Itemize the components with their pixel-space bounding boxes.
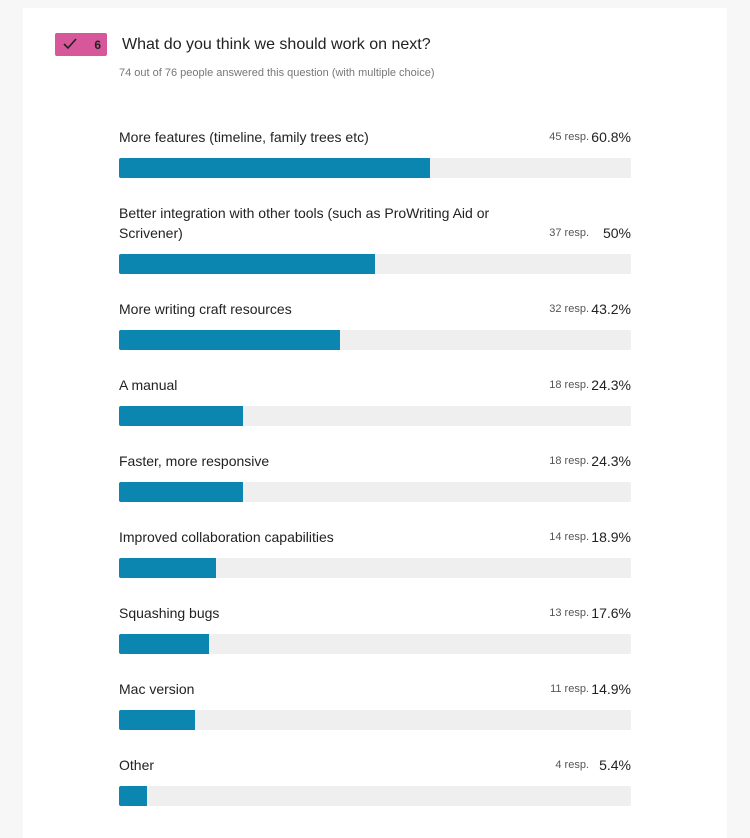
question-title: What do you think we should work on next…	[122, 36, 431, 53]
response-count: 18 resp.	[549, 379, 589, 391]
question-number: 6	[94, 38, 101, 52]
bar	[119, 634, 210, 654]
response-count: 32 resp.	[549, 303, 589, 315]
option-label: Faster, more responsive	[119, 453, 270, 469]
result-head: More writing craft resources 32 resp. 43.2…	[119, 299, 631, 319]
check-icon	[63, 38, 77, 50]
percent-label: 43.2%	[591, 301, 631, 317]
option-label: More features (timeline, family trees et…	[119, 129, 369, 145]
percent-label: 24.3%	[591, 453, 631, 469]
percent-label: 17.6%	[591, 605, 631, 621]
response-count: 14 resp.	[549, 531, 589, 543]
bar-track	[119, 158, 631, 178]
option-label: More writing craft resources	[119, 301, 292, 317]
bar-track	[119, 558, 631, 578]
bar	[119, 158, 431, 178]
option-label: A manual	[119, 377, 178, 393]
result-item: Better integration with other tools (suc…	[119, 203, 631, 274]
bar-track	[119, 710, 631, 730]
response-count: 13 resp.	[549, 607, 589, 619]
bar	[119, 710, 196, 730]
bar-track	[119, 482, 631, 502]
percent-label: 60.8%	[591, 129, 631, 145]
result-head: Squashing bugs 13 resp. 17.6%	[119, 603, 631, 623]
response-count: 18 resp.	[549, 455, 589, 467]
result-item: More writing craft resources 32 resp. 43.2…	[119, 299, 631, 350]
option-label: Improved collaboration capabilities	[119, 529, 334, 545]
question-summary: 74 out of 76 people answered this questi…	[119, 67, 435, 79]
option-label: Better integration with other tools (suc…	[119, 205, 490, 241]
result-item: Squashing bugs 13 resp. 17.6%	[119, 603, 631, 654]
bar	[119, 786, 147, 806]
percent-label: 5.4%	[599, 757, 631, 773]
result-item: A manual 18 resp. 24.3%	[119, 375, 631, 426]
bar	[119, 330, 341, 350]
option-label: Squashing bugs	[119, 605, 220, 621]
bar	[119, 482, 244, 502]
bar	[119, 406, 244, 426]
result-item: Other 4 resp. 5.4%	[119, 755, 631, 806]
percent-label: 14.9%	[591, 681, 631, 697]
result-list: More features (timeline, family trees et…	[119, 127, 631, 831]
question-card: 6 What do you think we should work on ne…	[23, 8, 727, 838]
result-item: More features (timeline, family trees et…	[119, 127, 631, 178]
result-head: Better integration with other tools (suc…	[119, 203, 631, 243]
result-item: Improved collaboration capabilities 14 re…	[119, 527, 631, 578]
response-count: 11 resp.	[550, 683, 589, 695]
result-head: Other 4 resp. 5.4%	[119, 755, 631, 775]
bar-track	[119, 634, 631, 654]
bar-track	[119, 254, 631, 274]
result-item: Faster, more responsive 18 resp. 24.3%	[119, 451, 631, 502]
bar	[119, 558, 216, 578]
option-label: Mac version	[119, 681, 195, 697]
response-count: 37 resp.	[549, 227, 589, 239]
result-head: Mac version 11 resp. 14.9%	[119, 679, 631, 699]
bar-track	[119, 330, 631, 350]
result-item: Mac version 11 resp. 14.9%	[119, 679, 631, 730]
bar-track	[119, 786, 631, 806]
percent-label: 18.9%	[591, 529, 631, 545]
percent-label: 50%	[602, 225, 631, 241]
option-label: Other	[119, 757, 155, 773]
result-head: More features (timeline, family trees et…	[119, 127, 631, 147]
bar	[119, 254, 375, 274]
percent-label: 24.3%	[591, 377, 631, 393]
response-count: 45 resp.	[549, 131, 589, 143]
result-head: Faster, more responsive 18 resp. 24.3%	[119, 451, 631, 471]
result-head: Improved collaboration capabilities 14 re…	[119, 527, 631, 547]
question-badge: 6	[55, 33, 107, 56]
response-count: 4 resp.	[555, 759, 589, 771]
result-head: A manual 18 resp. 24.3%	[119, 375, 631, 395]
bar-track	[119, 406, 631, 426]
